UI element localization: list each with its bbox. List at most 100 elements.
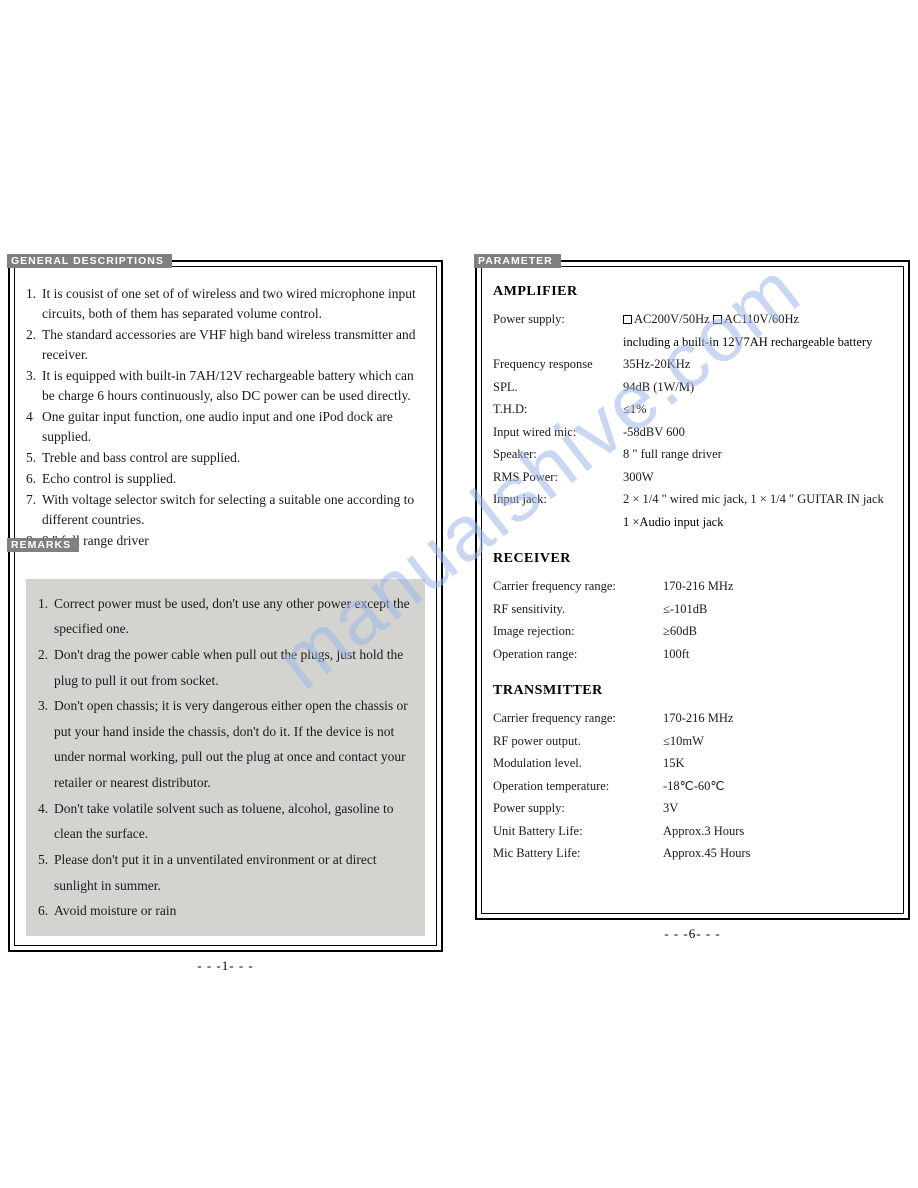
- param-value: -18℃-60℃: [663, 775, 892, 798]
- param-label: Image rejection:: [493, 620, 663, 643]
- transmitter-section: TRANSMITTER Carrier frequency range:170-…: [493, 683, 892, 865]
- param-label: SPL.: [493, 376, 623, 399]
- param-value: 8 " full range driver: [623, 443, 892, 466]
- description-item: 6.Echo control is supplied.: [26, 469, 425, 489]
- description-item: 3.It is equipped with built-in 7AH/12V r…: [26, 366, 425, 406]
- item-text: It is equipped with built-in 7AH/12V rec…: [42, 366, 425, 406]
- param-label: Carrier frequency range:: [493, 707, 663, 730]
- param-value: 2 × 1/4 " wired mic jack, 1 × 1/4 " GUIT…: [623, 488, 892, 511]
- param-value: ≥60dB: [663, 620, 892, 643]
- param-row: SPL.94dB (1W/M): [493, 376, 892, 399]
- item-number: 1.: [38, 591, 54, 642]
- param-row: RF power output.≤10mW: [493, 730, 892, 753]
- item-number: 4: [26, 407, 42, 447]
- item-text: Don't open chassis; it is very dangerous…: [54, 693, 413, 796]
- param-value: 170-216 MHz: [663, 707, 892, 730]
- description-item: 4One guitar input function, one audio in…: [26, 407, 425, 447]
- param-value: 15K: [663, 752, 892, 775]
- param-row: T.H.D:≤1%: [493, 398, 892, 421]
- param-label: Operation range:: [493, 643, 663, 666]
- item-number: 7.: [26, 490, 42, 530]
- param-label: Frequency response: [493, 353, 623, 376]
- param-value: AC200V/50Hz AC110V/60Hz: [623, 308, 892, 331]
- param-row: Carrier frequency range:170-216 MHz: [493, 575, 892, 598]
- general-descriptions-label: GENERAL DESCRIPTIONS: [7, 254, 172, 268]
- description-item: 2.The standard accessories are VHF high …: [26, 325, 425, 365]
- param-row: Speaker:8 " full range driver: [493, 443, 892, 466]
- item-number: 6.: [38, 898, 54, 924]
- param-value: 100ft: [663, 643, 892, 666]
- receiver-title: RECEIVER: [493, 551, 892, 567]
- item-text: 8 " full range driver: [42, 531, 425, 551]
- param-label: RMS Power:: [493, 466, 623, 489]
- item-number: 2.: [38, 642, 54, 693]
- param-label: Power supply:: [493, 797, 663, 820]
- remark-item: 4.Don't take volatile solvent such as to…: [38, 796, 413, 847]
- param-row: RMS Power:300W: [493, 466, 892, 489]
- param-row: RF sensitivity.≤-101dB: [493, 598, 892, 621]
- param-row: Power supply:3V: [493, 797, 892, 820]
- param-value: ≤1%: [623, 398, 892, 421]
- description-item: 8.8 " full range driver: [26, 531, 425, 551]
- param-row: Mic Battery Life:Approx.45 Hours: [493, 842, 892, 865]
- description-item: 1.It is cousist of one set of of wireles…: [26, 284, 425, 324]
- amplifier-rows: Power supply:AC200V/50Hz AC110V/60Hzincl…: [493, 308, 892, 533]
- remark-item: 6.Avoid moisture or rain: [38, 898, 413, 924]
- param-label: Operation temperature:: [493, 775, 663, 798]
- item-text: The standard accessories are VHF high ba…: [42, 325, 425, 365]
- param-subline: 1 ×Audio input jack: [623, 511, 892, 534]
- item-number: 6.: [26, 469, 42, 489]
- right-page: PARAMETER AMPLIFIER Power supply:AC200V/…: [475, 260, 910, 920]
- param-row: Unit Battery Life:Approx.3 Hours: [493, 820, 892, 843]
- param-label: T.H.D:: [493, 398, 623, 421]
- param-label: Input jack:: [493, 488, 623, 511]
- param-row: Power supply:AC200V/50Hz AC110V/60Hz: [493, 308, 892, 331]
- param-label: Power supply:: [493, 308, 623, 331]
- parameter-label: PARAMETER: [474, 254, 561, 268]
- item-number: 1.: [26, 284, 42, 324]
- param-label: RF sensitivity.: [493, 598, 663, 621]
- remarks-label: REMARKS: [7, 538, 79, 552]
- item-text: Correct power must be used, don't use an…: [54, 591, 413, 642]
- item-text: Treble and bass control are supplied.: [42, 448, 425, 468]
- remark-item: 5.Please don't put it in a unventilated …: [38, 847, 413, 898]
- remark-item: 3.Don't open chassis; it is very dangero…: [38, 693, 413, 796]
- param-label: Mic Battery Life:: [493, 842, 663, 865]
- description-item: 7.With voltage selector switch for selec…: [26, 490, 425, 530]
- amplifier-title: AMPLIFIER: [493, 284, 892, 300]
- param-value: ≤10mW: [663, 730, 892, 753]
- item-number: 5.: [26, 448, 42, 468]
- receiver-section: RECEIVER Carrier frequency range:170-216…: [493, 551, 892, 665]
- param-label: Unit Battery Life:: [493, 820, 663, 843]
- item-number: 3.: [38, 693, 54, 796]
- item-text: Don't drag the power cable when pull out…: [54, 642, 413, 693]
- item-text: With voltage selector switch for selecti…: [42, 490, 425, 530]
- item-number: 5.: [38, 847, 54, 898]
- right-page-number: - - -6- - -: [475, 926, 910, 942]
- item-text: Avoid moisture or rain: [54, 898, 413, 924]
- left-page-number: - - -1- - -: [8, 958, 443, 974]
- param-row: Input wired mic:-58dBV 600: [493, 421, 892, 444]
- param-row: Modulation level.15K: [493, 752, 892, 775]
- param-row: Carrier frequency range:170-216 MHz: [493, 707, 892, 730]
- description-item: 5.Treble and bass control are supplied.: [26, 448, 425, 468]
- param-value: 35Hz-20KHz: [623, 353, 892, 376]
- item-text: Please don't put it in a unventilated en…: [54, 847, 413, 898]
- transmitter-rows: Carrier frequency range:170-216 MHzRF po…: [493, 707, 892, 865]
- param-row: Frequency response35Hz-20KHz: [493, 353, 892, 376]
- page-spread: GENERAL DESCRIPTIONS 1.It is cousist of …: [0, 260, 918, 974]
- param-label: Speaker:: [493, 443, 623, 466]
- param-value: -58dBV 600: [623, 421, 892, 444]
- item-text: Don't take volatile solvent such as tolu…: [54, 796, 413, 847]
- param-label: Modulation level.: [493, 752, 663, 775]
- param-value: Approx.3 Hours: [663, 820, 892, 843]
- param-value: 170-216 MHz: [663, 575, 892, 598]
- remarks-box: 1.Correct power must be used, don't use …: [26, 579, 425, 936]
- left-page: GENERAL DESCRIPTIONS 1.It is cousist of …: [8, 260, 443, 952]
- param-row: Operation temperature:-18℃-60℃: [493, 775, 892, 798]
- param-value: 94dB (1W/M): [623, 376, 892, 399]
- item-text: It is cousist of one set of of wireless …: [42, 284, 425, 324]
- param-label: Carrier frequency range:: [493, 575, 663, 598]
- remark-item: 2.Don't drag the power cable when pull o…: [38, 642, 413, 693]
- param-row: Image rejection:≥60dB: [493, 620, 892, 643]
